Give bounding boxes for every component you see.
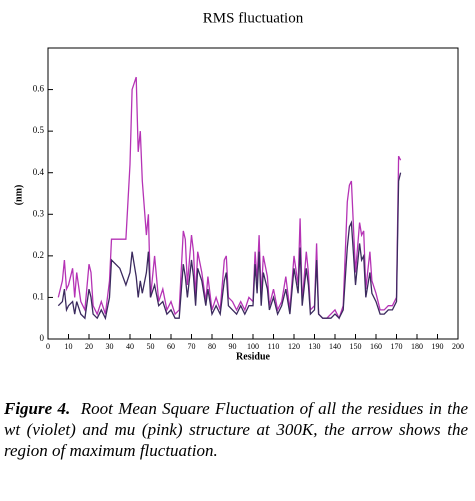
x-tick-label: 190 <box>432 342 444 351</box>
x-tick-label: 60 <box>167 342 175 351</box>
chart: RMS fluctuation Residue (nm) 0 10 20 30 40 50… <box>13 10 464 362</box>
x-tick-label: 170 <box>391 342 403 351</box>
x-tick-label: 0 <box>46 342 50 351</box>
x-tick-label: 180 <box>411 342 423 351</box>
caption: Figure 4. Root Mean Square Fluctuation o… <box>4 398 468 461</box>
x-tick-label: 30 <box>106 342 114 351</box>
x-tick-label: 100 <box>247 342 259 351</box>
y-tick-label: 0.1 <box>33 291 44 301</box>
series-line <box>57 172 402 321</box>
x-tick-label: 20 <box>85 342 93 351</box>
x-tick-label: 150 <box>350 342 362 351</box>
x-tick-label: 50 <box>147 342 155 351</box>
x-tick-label: 160 <box>370 342 382 351</box>
x-tick-label: 10 <box>65 342 73 351</box>
y-tick-label: 0.3 <box>33 208 45 218</box>
x-tick-label: 200 <box>452 342 464 351</box>
caption-label: Figure 4. <box>4 399 71 418</box>
y-axis-label: (nm) <box>13 185 24 206</box>
x-tick-label: 40 <box>126 342 134 351</box>
x-axis-label: Residue <box>236 351 270 362</box>
chart-title: RMS fluctuation <box>203 10 304 26</box>
series-line <box>57 76 402 320</box>
x-tick-label: 140 <box>329 342 341 351</box>
y-tick-label: 0.6 <box>33 84 45 94</box>
x-tick-label: 110 <box>268 342 280 351</box>
y-tick-label: 0 <box>40 333 45 343</box>
y-tick-label: 0.5 <box>33 125 45 135</box>
x-tick-label: 80 <box>208 342 216 351</box>
x-tick-label: 130 <box>309 342 321 351</box>
y-tick-label: 0.4 <box>33 167 45 177</box>
caption-text: Root Mean Square Fluctuation of all the … <box>4 399 468 460</box>
x-tick-label: 90 <box>229 342 237 351</box>
x-tick-label: 70 <box>188 342 196 351</box>
x-tick-label: 120 <box>288 342 300 351</box>
y-tick-label: 0.2 <box>33 250 44 260</box>
